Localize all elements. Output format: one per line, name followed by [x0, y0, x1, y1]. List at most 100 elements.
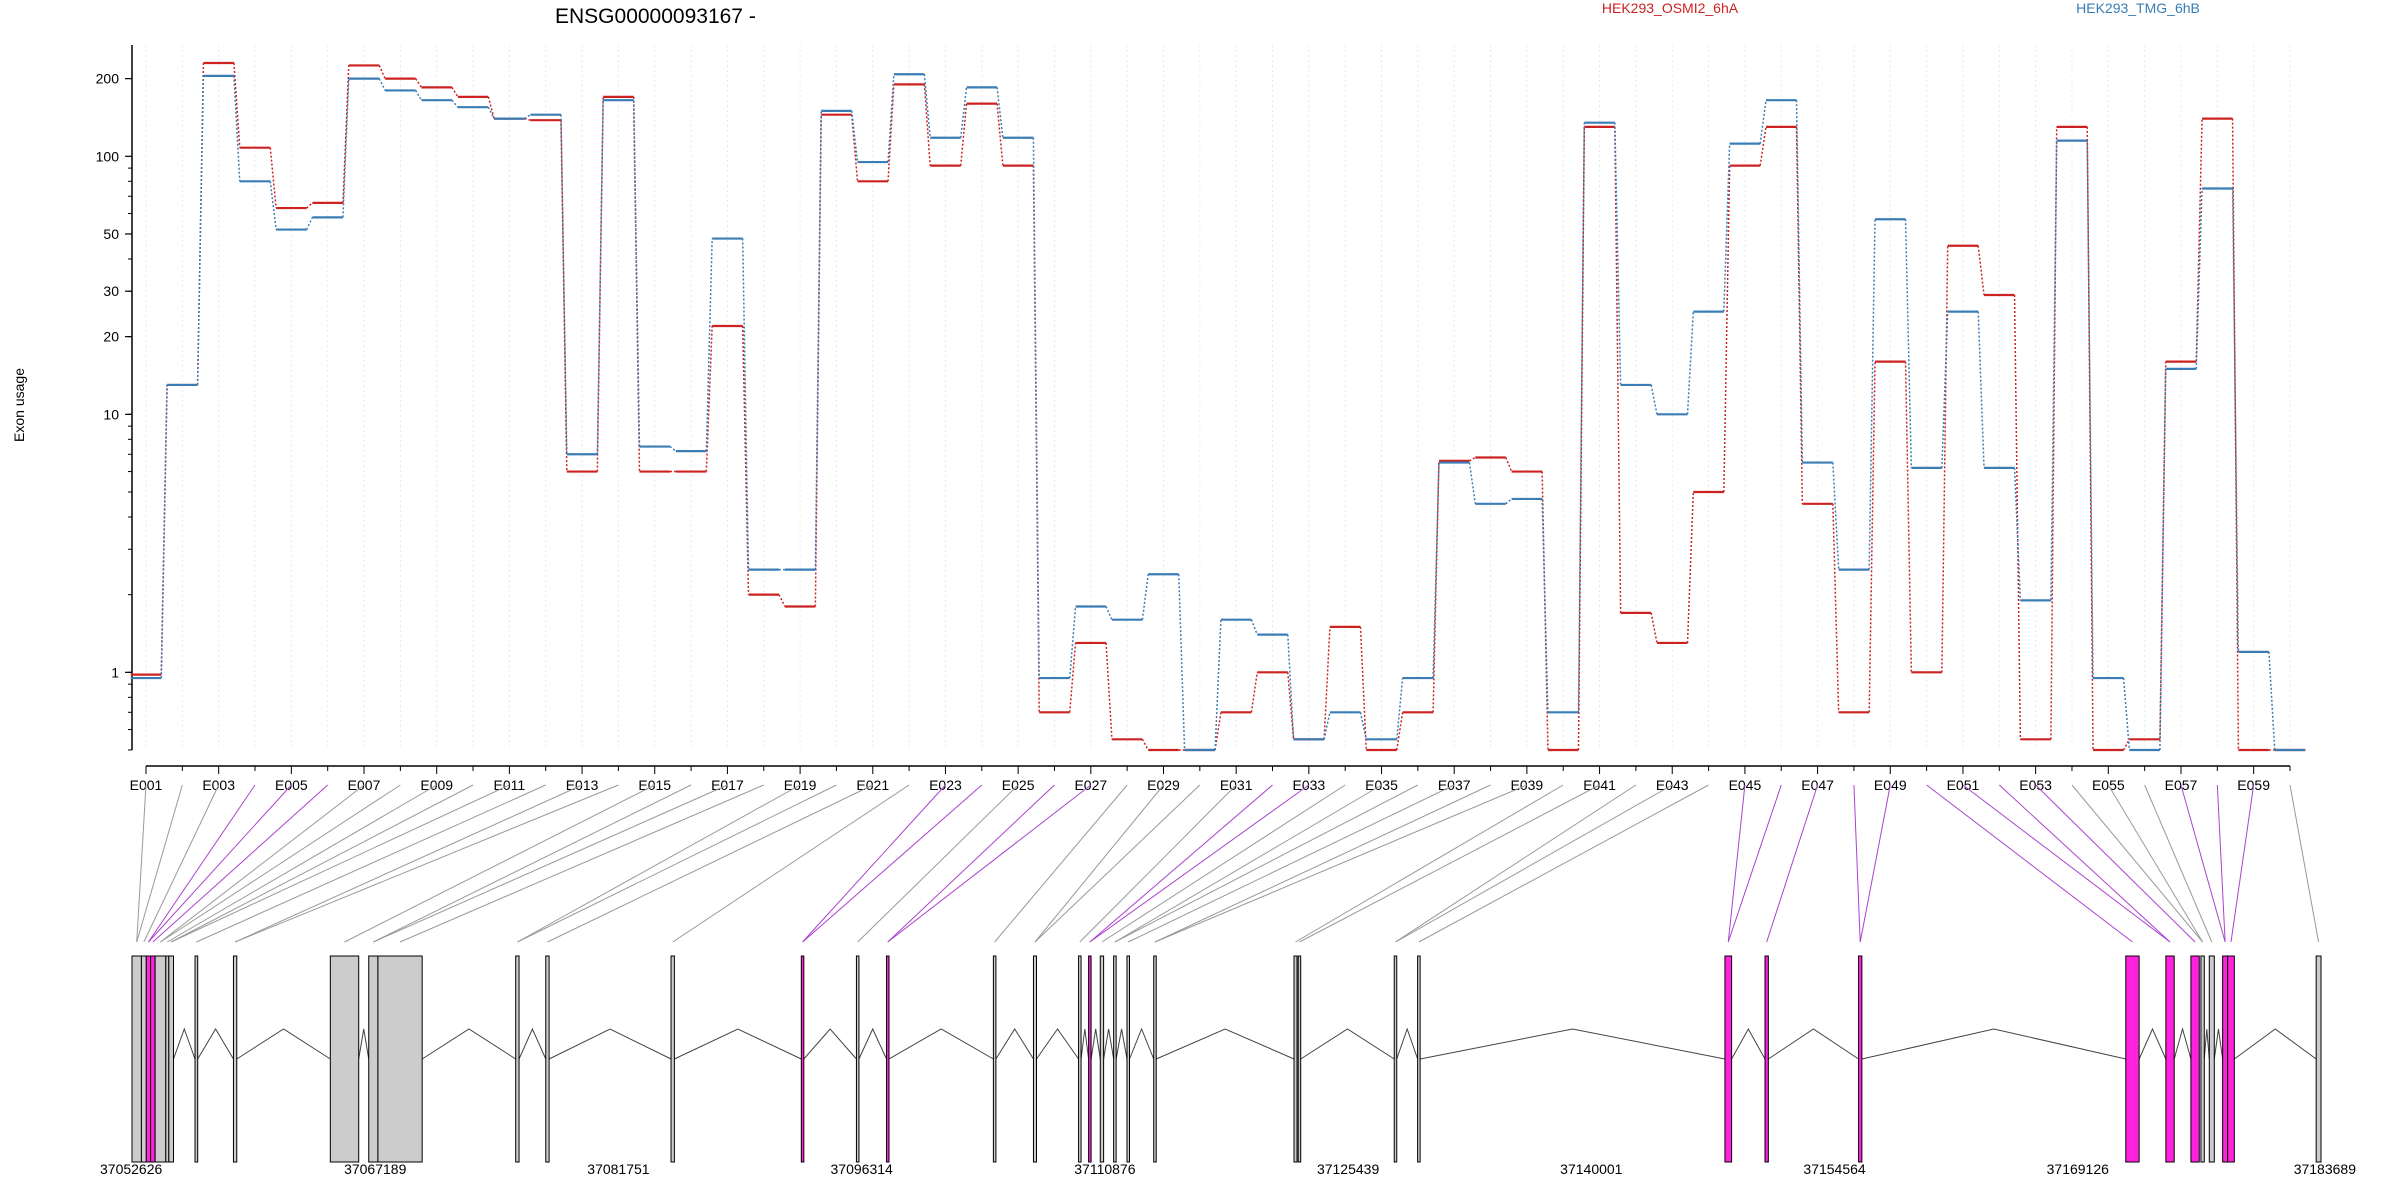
exon-E041: [2315, 955, 2322, 1163]
series-2-connector: [705, 238, 713, 452]
series-1-connector: [2122, 738, 2131, 751]
intron: [2213, 1028, 2224, 1060]
series-2-connector: [2159, 368, 2167, 751]
intron: [995, 1028, 1034, 1060]
exon-E024: [1113, 955, 1117, 1163]
series-2-connector: [814, 110, 822, 570]
intron: [1115, 1028, 1128, 1060]
exon-connector-E039: [1154, 784, 1528, 943]
exon-connector-E002: [136, 784, 183, 943]
series-1-connector: [1287, 672, 1295, 740]
series-2-connector: [1068, 606, 1077, 679]
intron: [1103, 1028, 1115, 1060]
x-tick-label-E059: E059: [2237, 777, 2270, 793]
gene-model: 37052626 37067189 37081751 37096314 37110876…: [100, 784, 2356, 1177]
intron: [803, 1028, 857, 1060]
coord-label-4: 37096314: [831, 1161, 894, 1177]
exon-E032: [1764, 955, 1769, 1163]
intron: [1080, 1028, 1090, 1060]
y-tick-label-100: 100: [96, 148, 120, 164]
series-1-connector: [342, 65, 350, 203]
coord-label-5: 37110876: [1074, 1161, 1135, 1177]
exon-connector-E004: [148, 784, 256, 943]
x-tick-label-E019: E019: [784, 777, 817, 793]
series-2-connector: [560, 114, 568, 455]
series-1-connector: [1469, 456, 1476, 462]
intron: [1396, 1027, 1419, 1060]
series-2-connector: [1723, 143, 1731, 312]
series-1-connector: [378, 65, 386, 79]
series-1-connector: [1505, 457, 1513, 472]
exon-connector-E017: [373, 784, 728, 943]
y-tick-label-10: 10: [103, 406, 119, 422]
series-2-connector: [451, 99, 459, 108]
series-2-connector: [850, 110, 859, 163]
exon-E027: [1293, 955, 1298, 1163]
exon-E007: [168, 955, 174, 1163]
legend-entry-1: HEK293_OSMI2_6hA: [1602, 0, 1739, 16]
series-2-connector: [1614, 122, 1622, 385]
series-1-connector: [560, 120, 568, 472]
series-1-connector: [1941, 245, 1949, 673]
exon-connector-E058: [2216, 784, 2226, 943]
exon-E034: [2125, 955, 2140, 1163]
exon-connector-E050: [1926, 784, 2133, 943]
exon-connector-E022: [672, 784, 910, 943]
exon-connector-E011: [170, 784, 510, 943]
exon-E008: [194, 955, 199, 1163]
exon-E003: [145, 955, 152, 1163]
exon-connector-E019: [517, 784, 801, 943]
series-1-connector: [1250, 672, 1258, 713]
exon-E036: [2190, 955, 2200, 1163]
x-tick-label-E029: E029: [1147, 777, 1180, 793]
exon-connector-E056: [2144, 784, 2213, 943]
x-tick-label-E039: E039: [1511, 777, 1544, 793]
exon-connector-E025: [857, 784, 1019, 943]
exon-E040: [2227, 955, 2235, 1163]
series-2-connector: [1287, 634, 1295, 740]
series-2-connector: [2050, 140, 2058, 601]
exon-E023: [1099, 955, 1105, 1163]
series-1-connector: [1832, 503, 1840, 713]
exon-E025: [1126, 955, 1131, 1163]
exon-connector-E020: [517, 784, 837, 943]
exon-connector-E049: [1859, 784, 1891, 943]
series-2-connector: [1941, 311, 1949, 468]
series-2-connector: [2086, 140, 2094, 679]
series-1-connector: [1432, 460, 1440, 713]
exon-connector-E038: [1154, 784, 1491, 943]
series-2-connector: [887, 74, 895, 163]
exon-E021: [1078, 955, 1082, 1163]
intron: [421, 1028, 516, 1060]
exon-E014: [545, 955, 550, 1163]
y-tick-label-50: 50: [103, 226, 119, 242]
x-tick-label-E035: E035: [1365, 777, 1398, 793]
x-tick-label-E033: E033: [1292, 777, 1325, 793]
x-tick-label-E001: E001: [130, 777, 163, 793]
coord-label-7: 37140001: [1560, 1161, 1623, 1177]
coord-label-8: 37154564: [1803, 1161, 1866, 1177]
exon-E015: [670, 955, 675, 1163]
x-tick-label-E023: E023: [929, 777, 962, 793]
series-1-connector: [1105, 642, 1113, 740]
exon-connector-E044: [1418, 784, 1709, 943]
series-2-connector: [1795, 100, 1804, 463]
intron: [518, 1027, 547, 1060]
series-2-connector: [1468, 462, 1477, 504]
series-2-connector: [1323, 712, 1331, 740]
exon-E011: [368, 955, 379, 1163]
exon-E009: [232, 955, 238, 1163]
exon-E030: [1417, 955, 1421, 1163]
intron: [858, 1027, 887, 1060]
intron: [1861, 1028, 2126, 1060]
exon-connector-E035: [1114, 784, 1382, 943]
exon-connector-E047: [1766, 784, 1819, 943]
exon-connector-E008: [160, 784, 401, 943]
chart-title: ENSG00000093167 -: [555, 5, 756, 28]
intron: [674, 1028, 802, 1060]
exon-connector-E010: [170, 784, 474, 943]
series-2: [130, 73, 2306, 752]
exon-connector-E041: [1299, 784, 1600, 943]
series-1-connector: [596, 96, 604, 472]
exon-connector-E012: [196, 784, 546, 943]
